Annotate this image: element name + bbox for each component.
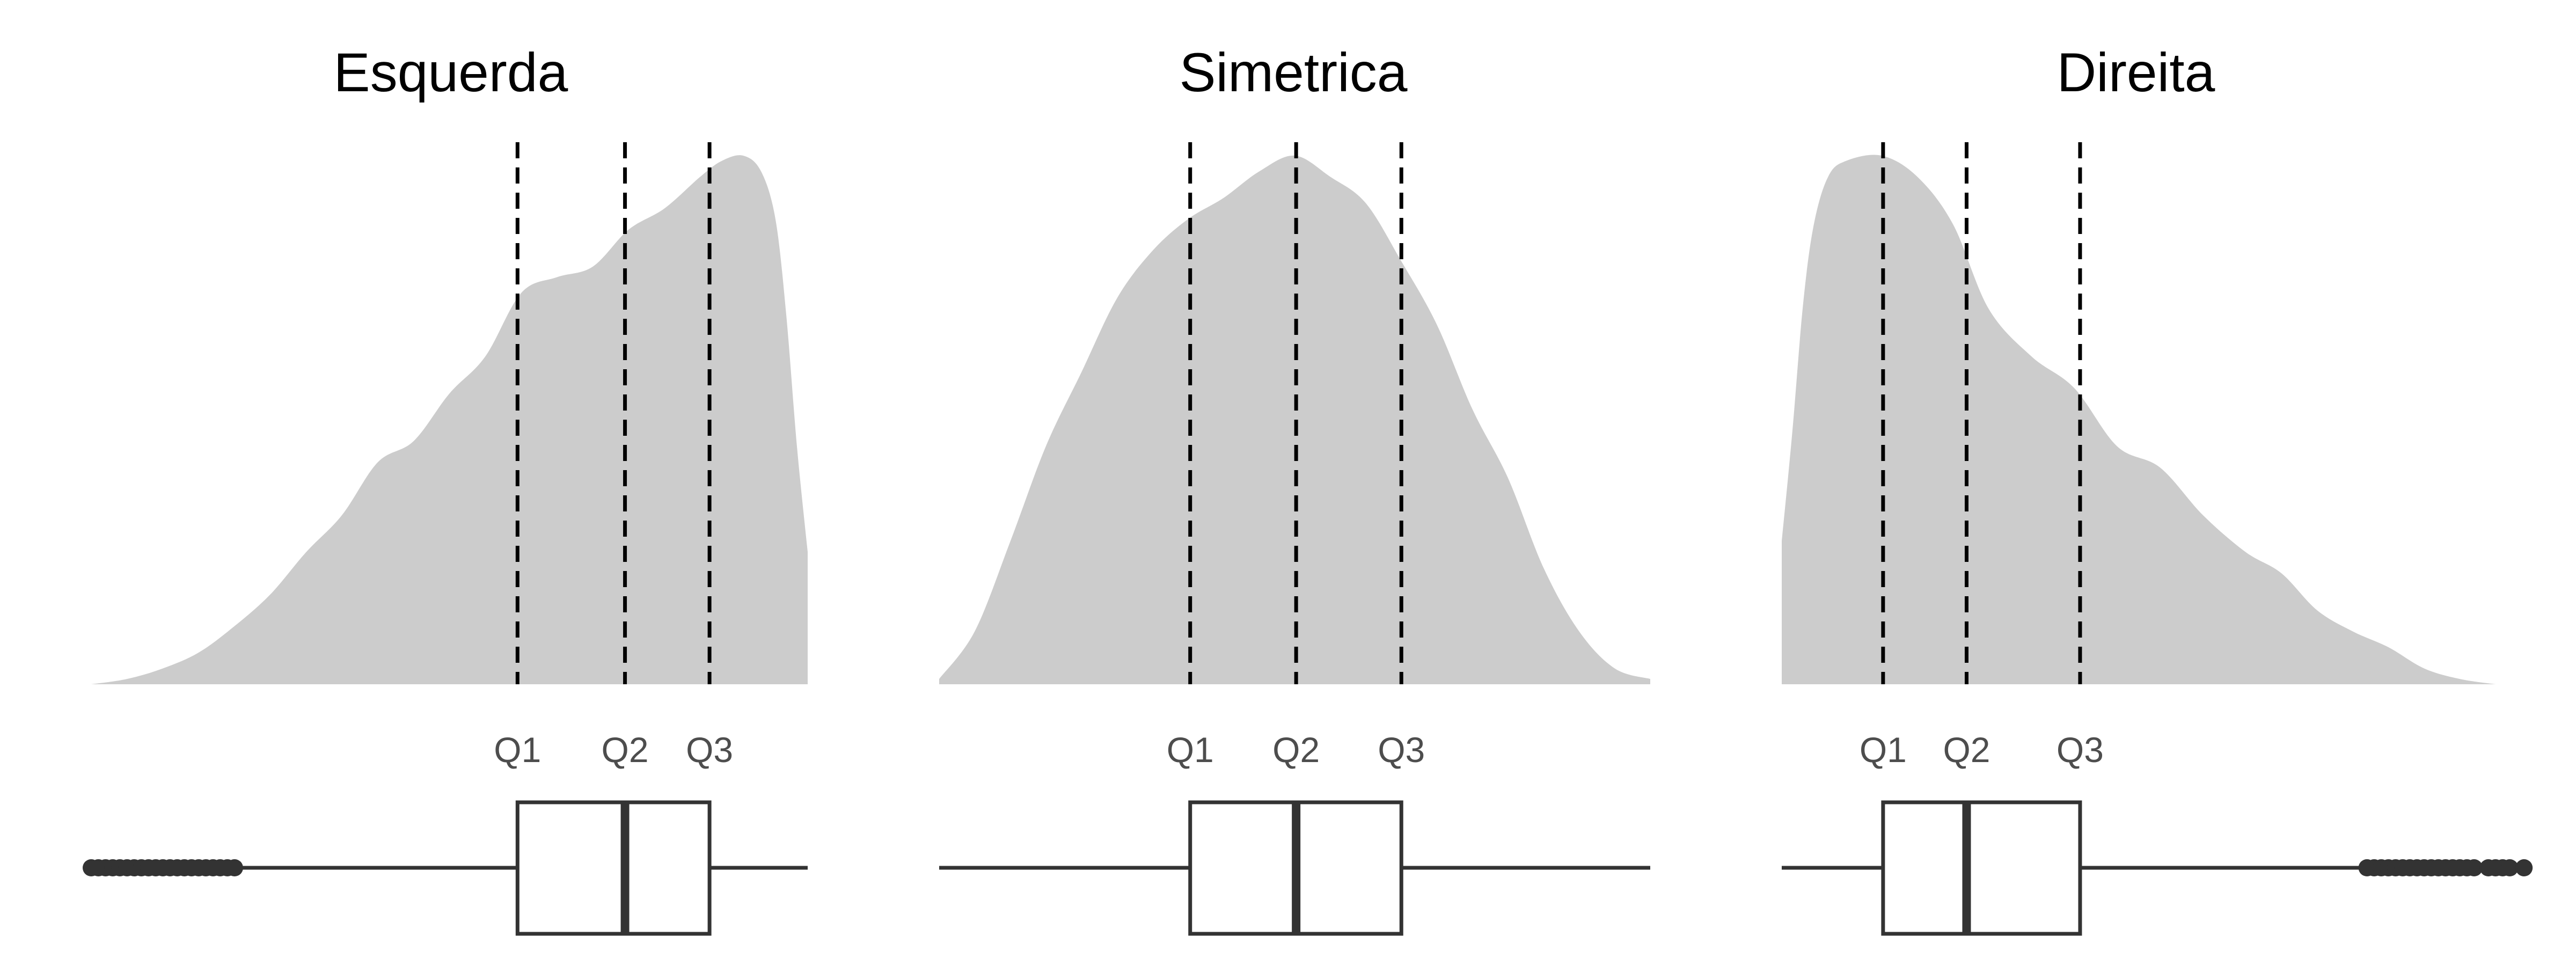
panel-title: Simetrica [1179, 42, 1407, 103]
quartile-label-q2: Q2 [602, 730, 649, 770]
quartile-label-q1: Q1 [494, 730, 541, 770]
outlier-point [2515, 859, 2533, 876]
iqr-box [1881, 800, 2082, 936]
quartile-label-q3: Q3 [686, 730, 733, 770]
density-area [91, 155, 808, 684]
panel-title: Esquerda [334, 42, 568, 103]
quartile-label-q1: Q1 [1860, 730, 1907, 770]
quartile-label-q1: Q1 [1167, 730, 1214, 770]
outlier-point [226, 859, 243, 876]
iqr-box [515, 800, 712, 936]
panel-direita: Direita Q1 Q2 Q3 [1782, 42, 2533, 936]
panel-simetrica: Simetrica Q1 Q2 Q3 [939, 42, 1650, 936]
outlier-point [2501, 859, 2519, 876]
density-area [1782, 155, 2496, 684]
quartile-label-q2: Q2 [1943, 730, 1990, 770]
quartile-label-q3: Q3 [1378, 730, 1425, 770]
quartile-label-q2: Q2 [1272, 730, 1320, 770]
outlier-point [2465, 859, 2483, 876]
panel-esquerda: Esquerda Q1 Q2 Q3 [83, 42, 808, 936]
quartile-label-q3: Q3 [2057, 730, 2104, 770]
panel-title: Direita [2057, 42, 2215, 103]
